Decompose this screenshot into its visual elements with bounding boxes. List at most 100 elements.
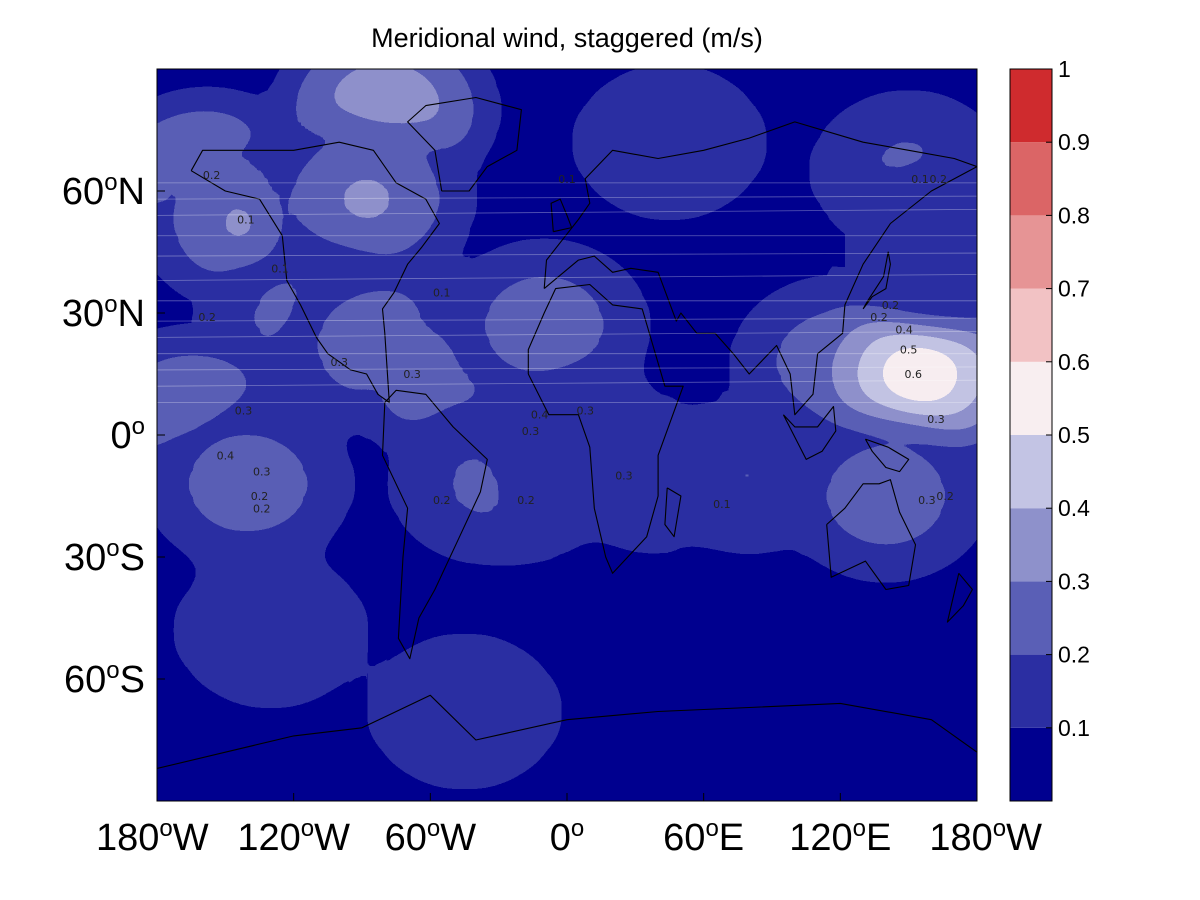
colorbar-swatch — [1010, 508, 1052, 582]
field-feature-17 — [902, 360, 938, 388]
contour-label: 0.2 — [517, 494, 535, 507]
colorbar: 0.1 0.2 0.3 0.4 0.5 0.6 0.7 0.8 0.9 1 — [1009, 56, 1090, 802]
y-axis: 60oN 30oN 0o 30oS 60oS — [62, 169, 165, 701]
contour-label: 0.4 — [895, 323, 913, 336]
colorbar-tick-label: 0.9 — [1058, 129, 1090, 155]
coastline-greenland — [407, 96, 522, 192]
field-feature-19 — [652, 128, 687, 157]
grid-streak — [157, 379, 977, 387]
contour-label: 0.1 — [271, 262, 289, 275]
y-tick-label: 30oN — [62, 291, 145, 335]
coastline-new-guinea — [864, 438, 910, 473]
colorbar-swatch — [1010, 727, 1052, 801]
contour-label: 0.3 — [615, 470, 633, 483]
field-feature-23 — [447, 697, 482, 726]
coastline-madagascar — [664, 487, 682, 538]
coastlines — [157, 96, 977, 770]
x-tick-label: 120oW — [237, 815, 350, 859]
grid-streak — [157, 317, 977, 322]
field-feature-3 — [349, 185, 385, 214]
contour-label: 0.2 — [253, 502, 271, 515]
contour-label: 0.3 — [918, 494, 936, 507]
contour-label: 0.3 — [522, 425, 540, 438]
colorbar-tick-label: 0.4 — [1058, 495, 1090, 521]
colorbar-tick-label: 1 — [1058, 56, 1071, 82]
x-tick-label: 60oE — [663, 815, 744, 859]
y-tick-label: 60oS — [64, 657, 145, 701]
coastline-british-isles — [550, 198, 573, 233]
grid-streak — [157, 366, 977, 371]
grid-streak — [157, 195, 977, 200]
coastline-eurasia — [543, 121, 977, 416]
contour-label: 0.3 — [576, 405, 594, 418]
contour-label: 0.2 — [203, 169, 221, 182]
grid-streak — [157, 331, 977, 338]
grid-streak — [157, 274, 977, 281]
grid-streak — [157, 209, 977, 216]
colorbar-swatch — [1010, 654, 1052, 728]
y-tick-label: 0o — [111, 413, 146, 457]
contour-label: 0.2 — [930, 173, 948, 186]
coastline-borneo-sumatra — [782, 405, 837, 460]
x-tick-label: 120oE — [789, 815, 891, 859]
colorbar-swatch — [1010, 142, 1052, 216]
contour-label: 0.3 — [927, 413, 945, 426]
x-tick-label: 60oW — [385, 815, 477, 859]
contour-labels: 0.10.20.10.20.30.30.30.40.30.20.20.40.30… — [198, 169, 954, 515]
colorbar-tick-label: 0.5 — [1058, 422, 1090, 448]
colorbar-swatch — [1010, 435, 1052, 509]
coastline-north-america — [190, 141, 440, 404]
contour-label: 0.2 — [433, 494, 451, 507]
contour-label: 0.3 — [235, 405, 253, 418]
colorbar-swatch — [1010, 69, 1052, 143]
field-feature-15 — [731, 461, 767, 490]
plot-area: 0.10.20.10.20.30.30.30.40.30.20.20.40.30… — [157, 69, 977, 801]
grid-streak — [157, 252, 977, 257]
x-tick-label: 180oW — [96, 815, 209, 859]
colorbar-tick-label: 0.3 — [1058, 568, 1090, 594]
colorbar-swatch — [1010, 581, 1052, 655]
field-feature-22 — [253, 616, 289, 645]
x-axis: 180oW 120oW 60oW 0o 60oE 120oE 180oW — [96, 793, 1042, 859]
contour-label: 0.6 — [904, 368, 922, 381]
field-feature-1 — [230, 209, 266, 238]
colorbar-tick-label: 0.6 — [1058, 349, 1090, 375]
colorbar-swatch — [1010, 361, 1052, 435]
coastline-africa-eurasia — [527, 283, 684, 574]
colorbar-swatch — [1010, 215, 1052, 289]
coastline-australia — [826, 479, 917, 591]
contour-label: 0.1 — [713, 498, 731, 511]
coastline-south-america — [381, 389, 488, 660]
x-tick-label: 0o — [550, 815, 585, 859]
chart-title: Meridional wind, staggered (m/s) — [371, 23, 763, 53]
contour-label: 0.2 — [251, 490, 269, 503]
contour-label: 0.1 — [558, 173, 576, 186]
colorbar-tick-label: 0.2 — [1058, 642, 1090, 668]
coastline-new-zealand — [946, 572, 973, 623]
colorbar-swatch — [1010, 288, 1052, 362]
colorbar-tick-label: 0.1 — [1058, 715, 1090, 741]
x-tick-label: 180oW — [929, 815, 1042, 859]
contour-label: 0.1 — [237, 214, 255, 227]
contour-label: 0.5 — [900, 344, 918, 357]
contour-label: 0.3 — [403, 368, 421, 381]
contour-label: 0.4 — [217, 449, 235, 462]
contour-label: 0.3 — [253, 466, 271, 479]
y-tick-label: 30oS — [64, 535, 145, 579]
field-feature-6 — [230, 469, 266, 498]
contour-label: 0.2 — [870, 311, 888, 324]
colorbar-tick-label: 0.7 — [1058, 276, 1090, 302]
contour-label: 0.2 — [882, 299, 900, 312]
y-tick-label: 60oN — [62, 169, 145, 213]
contour-label: 0.1 — [911, 173, 929, 186]
contour-label: 0.2 — [936, 490, 954, 503]
field-feature-12 — [469, 469, 505, 498]
colorbar-tick-label: 0.8 — [1058, 202, 1090, 228]
coastline-antarctica — [157, 694, 977, 770]
contour-label: 0.4 — [531, 409, 549, 422]
contour-label: 0.3 — [330, 356, 348, 369]
field-feature-18 — [868, 482, 904, 510]
field-feature-21 — [925, 238, 961, 266]
contour-label: 0.2 — [198, 311, 216, 324]
